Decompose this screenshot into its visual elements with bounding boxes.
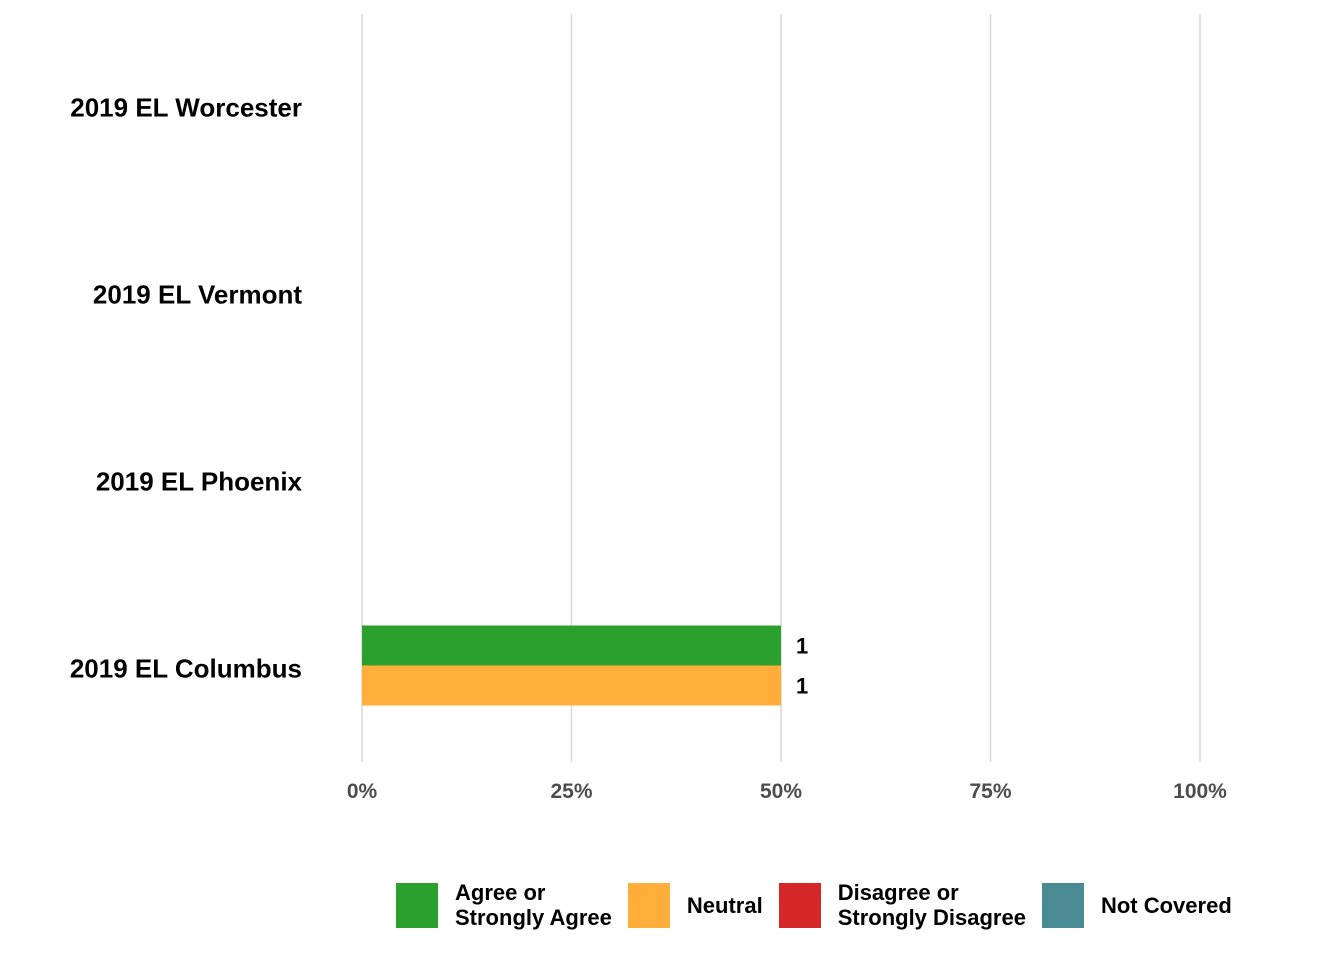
bars: [362, 625, 781, 706]
legend-swatch: [1041, 882, 1084, 928]
bar: [362, 665, 781, 706]
x-tick-label: 100%: [1173, 780, 1227, 803]
legend-item: Disagree or Strongly Disagree: [778, 880, 1026, 930]
legend-label: Disagree or Strongly Disagree: [837, 880, 1026, 930]
x-tick-label: 50%: [760, 780, 802, 803]
category-label: 2019 EL Vermont: [93, 280, 302, 310]
x-tick-label: 25%: [550, 780, 592, 803]
legend-swatch: [627, 882, 670, 928]
legend-item: Not Covered: [1041, 882, 1232, 928]
category-label: 2019 EL Worcester: [70, 93, 302, 123]
legend-swatch: [396, 882, 438, 928]
data-label: 1: [796, 634, 808, 659]
legend-label: Neutral: [686, 892, 763, 918]
category-label: 2019 EL Phoenix: [96, 467, 303, 497]
legend-item: Neutral: [627, 882, 763, 928]
legend-label: Not Covered: [1100, 892, 1232, 918]
category-label: 2019 EL Columbus: [70, 654, 302, 684]
labels: 0% 25% 50% 75% 100% 2019 EL Worcester 2019 EL …: [70, 93, 1227, 804]
data-label: 1: [796, 674, 808, 699]
x-tick-label: 0%: [347, 780, 378, 803]
legend-label: Agree or Strongly Agree: [455, 880, 612, 930]
legend-item: Agree or Strongly Agree: [396, 880, 612, 930]
bar: [362, 625, 781, 666]
legend: Agree or Strongly Agree Neutral Disagree o…: [396, 880, 1248, 930]
legend-swatch: [778, 882, 821, 928]
x-tick-label: 75%: [969, 780, 1011, 803]
